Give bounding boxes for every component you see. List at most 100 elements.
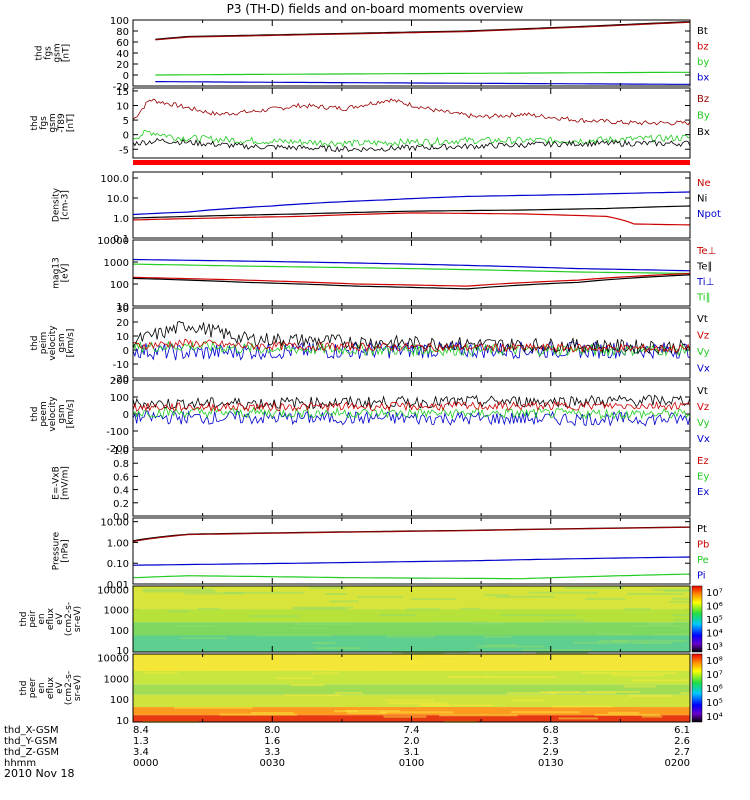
ylabel-line: [km/s] <box>66 329 76 358</box>
ylabel-line: thd <box>19 681 29 696</box>
y-tick-label: 1000 <box>104 606 129 617</box>
y-tick-label: 60 <box>116 38 129 49</box>
ylabel-line: thd <box>19 612 29 627</box>
y-tick-label: 10.00 <box>100 518 129 529</box>
spectrogram-texture <box>323 666 373 669</box>
legend-Ti∥: Ti∥ <box>696 293 711 304</box>
spectrogram-texture <box>149 666 204 669</box>
ylabel-line: E=-VxB <box>52 466 62 500</box>
ylabel-line: thd <box>30 336 40 351</box>
ylabel-line: peer <box>28 677 38 698</box>
ylabel-line: eflux <box>46 607 56 630</box>
spectrogram-texture <box>293 623 356 626</box>
spectrogram-texture <box>329 600 359 603</box>
xaxis-value: 2.9 <box>543 747 559 758</box>
spectrogram-texture <box>167 610 190 613</box>
legend-Vt: Vt <box>697 314 708 325</box>
legend-by: by <box>697 57 709 68</box>
xaxis-value: 1.3 <box>133 736 149 747</box>
spectrogram-texture <box>418 704 493 707</box>
ylabel-line: (cm2-s- <box>64 602 74 636</box>
y-tick-label: 10000 <box>97 586 129 597</box>
ylabel-line: -T89 <box>57 113 67 133</box>
spectrogram-texture <box>496 595 555 598</box>
xaxis-value: 2.6 <box>674 736 690 747</box>
spectrogram-texture <box>632 624 679 627</box>
colorbar-tick-label: 10⁴ <box>706 712 723 723</box>
xaxis-value: 2.3 <box>543 736 559 747</box>
spectrogram-texture <box>485 644 517 647</box>
spectrogram-texture <box>556 621 597 624</box>
legend-Vx: Vx <box>697 364 710 375</box>
spectrogram-texture <box>485 676 558 679</box>
spectrogram-texture <box>673 619 690 622</box>
spectrogram-texture <box>581 671 618 674</box>
panel-frame <box>132 171 691 239</box>
y-tick-label: -10 <box>113 360 129 371</box>
legend-Bx: Bx <box>697 127 710 138</box>
spectrogram-texture <box>334 691 363 694</box>
xaxis-value: 3.4 <box>133 747 149 758</box>
spectrogram-texture <box>334 710 359 713</box>
spectrogram-texture <box>345 709 401 712</box>
legend-Bt: Bt <box>697 26 708 37</box>
legend-Pb: Pb <box>697 540 709 551</box>
y-tick-label: 0.0 <box>113 512 129 523</box>
spectrogram-texture <box>646 622 675 625</box>
xaxis-row-label: hhmm <box>4 758 36 769</box>
xaxis-value: 8.4 <box>133 725 149 736</box>
xaxis-value: 0000 <box>133 758 158 769</box>
series-Ni <box>132 205 691 219</box>
chart-title: P3 (TH-D) fields and on-board moments ov… <box>227 2 524 16</box>
ylabel-temperature: mag13 [eV] <box>52 257 71 288</box>
spectrogram-texture <box>624 608 651 611</box>
ylabel-line: en <box>37 613 47 624</box>
series-Bx <box>132 137 691 153</box>
spectrogram-texture <box>598 640 628 643</box>
spectrogram-texture <box>383 715 427 718</box>
spectrogram-texture <box>482 635 511 638</box>
xaxis-value: 0130 <box>538 758 563 769</box>
panel-efield: E=-VxB [mV/m] 1.0 0.8 0.6 0.4 0.2 0.0 Ez Ey Ex <box>52 446 710 523</box>
spectrogram-band <box>133 622 690 636</box>
spectrogram-texture <box>558 717 598 720</box>
ylabel-efield: E=-VxB [mV/m] <box>52 466 71 500</box>
xaxis-row-label: thd_X-GSM <box>4 725 59 736</box>
ylabel-line: velocity <box>48 325 58 361</box>
legend-Ti⊥: Ti⊥ <box>696 277 714 288</box>
spectrogram-texture <box>429 654 455 657</box>
y-tick-label: 0.10 <box>107 559 129 570</box>
spectrogram-band <box>133 684 690 695</box>
legend-Ex: Ex <box>697 487 709 498</box>
y-tick-label: 10000 <box>97 236 129 247</box>
xaxis-value: 0030 <box>260 758 285 769</box>
y-tick-label: -20 <box>113 374 129 385</box>
ylabel-line: sr-eV) <box>73 675 83 701</box>
spectrogram-texture <box>628 694 672 697</box>
series-bz <box>155 21 691 41</box>
spectrogram-texture <box>585 597 626 600</box>
spectrogram-texture <box>312 641 336 644</box>
y-tick-label: 1000 <box>104 258 129 269</box>
ylabel-line: sr-eV) <box>73 606 83 632</box>
y-tick-label: 100 <box>110 626 129 637</box>
legend-Te⊥: Te⊥ <box>696 246 716 257</box>
legend-Pe: Pe <box>697 555 709 566</box>
spectrogram-texture <box>506 692 558 695</box>
ylabel-peer_spec: thd peer en eflux eV (cm2-s-sr-eV) <box>19 671 83 705</box>
y-tick-label: 200 <box>110 376 129 387</box>
y-tick-label: 0.6 <box>113 472 129 483</box>
series-Npot <box>132 191 691 216</box>
spectrogram-texture <box>652 588 690 591</box>
xaxis-row-label: thd_Z-GSM <box>4 747 59 758</box>
spectrogram-texture <box>500 614 577 617</box>
series-By <box>133 129 691 148</box>
spectrogram-texture <box>277 668 334 671</box>
spectrogram-texture <box>439 714 518 717</box>
spectrogram-texture <box>275 677 314 680</box>
spectrogram-texture <box>380 711 454 714</box>
spectrogram-texture <box>573 641 648 644</box>
legend-bx: bx <box>697 73 709 84</box>
